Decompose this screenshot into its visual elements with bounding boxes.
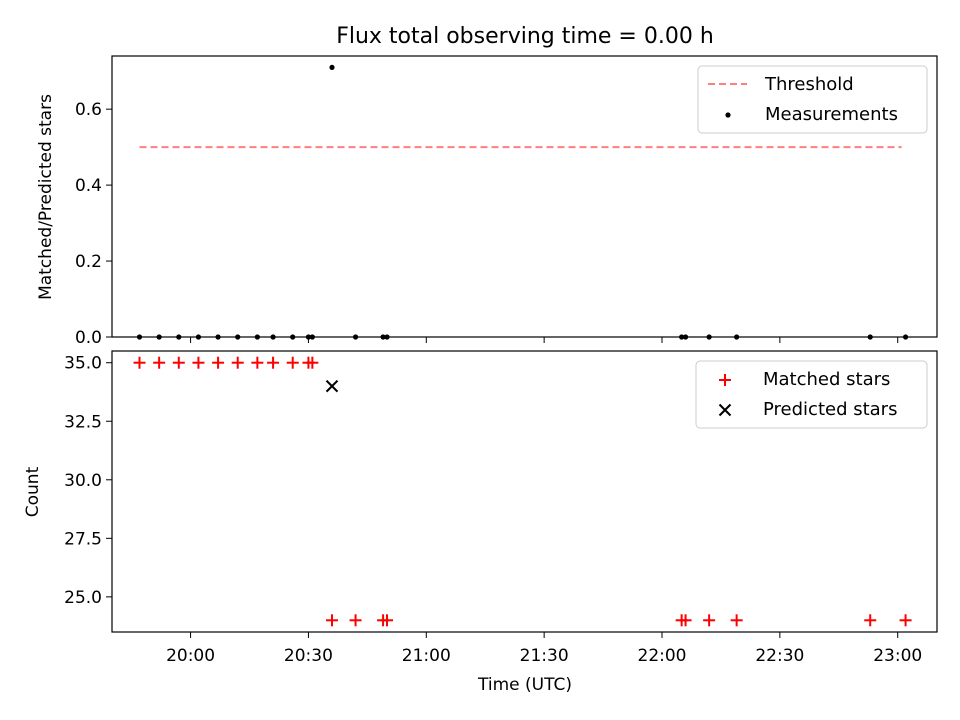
bottom-y-tick-label: 32.5: [64, 412, 102, 432]
top-plot-frame: [111, 55, 938, 338]
measurement-point: [384, 334, 390, 340]
legend-predicted-marker: [718, 403, 732, 417]
matched-star-point: [703, 614, 716, 627]
matched-star-point: [381, 614, 393, 627]
measurement-point: [706, 334, 712, 340]
measurement-point: [176, 334, 182, 340]
legend-predicted-label: Predicted stars: [763, 399, 897, 420]
bottom-y-tick-label: 27.5: [64, 529, 102, 549]
legend-matched-swatch: [719, 374, 731, 386]
matched-star-point: [349, 614, 362, 627]
measurement-point: [195, 334, 202, 340]
matched-star-point: [679, 614, 692, 627]
measurement-point: [270, 334, 276, 340]
top-y-tick-label: 0.4: [75, 176, 102, 196]
measurement-point: [254, 334, 260, 340]
bottom-legend: Matched stars Predicted stars: [695, 360, 928, 429]
top-y-tick-label: 0.6: [75, 100, 102, 120]
x-tick-label: 22:30: [755, 646, 804, 666]
measurement-point: [235, 334, 241, 340]
matched-star-point: [286, 356, 299, 369]
bottom-y-ticks: 25.0 27.5 30.0 32.5 35.0: [64, 354, 112, 608]
bottom-x-ticks: 20:00 20:30 21:00 21:30 22:00 22:30 23:00: [166, 632, 922, 666]
matched-star-point: [306, 356, 319, 369]
matched-star-point: [212, 356, 225, 369]
x-tick-label: 20:00: [166, 646, 215, 666]
measurement-point: [734, 334, 740, 340]
measurement-point: [867, 334, 873, 340]
bottom-panel: 25.0 27.5 30.0 32.5 35.0 20:00 20:30 21:00 21:3…: [23, 350, 938, 695]
bottom-y-axis-label: Count: [23, 466, 43, 517]
chart-title: Flux total observing time = 0.00 h: [336, 24, 714, 49]
legend-predicted-swatch: [718, 403, 732, 417]
matched-star-point: [326, 614, 338, 627]
x-tick-label: 21:00: [402, 646, 451, 666]
measurement-point: [352, 334, 359, 340]
legend-measurements-swatch: [725, 112, 731, 118]
x-tick-label: 23:00: [873, 646, 922, 666]
top-y-axis-label: Matched/Predicted stars: [36, 94, 56, 300]
legend-matched-marker: [719, 374, 731, 386]
legend-measurements-label: Measurements: [765, 104, 898, 125]
predicted-star-points: [325, 379, 339, 393]
measurement-point: [156, 334, 162, 340]
x-tick-label: 22:00: [638, 646, 687, 666]
top-y-tick-label: 0.2: [75, 252, 102, 272]
measurement-point: [290, 334, 296, 340]
legend-threshold-label: Threshold: [764, 74, 854, 95]
measurement-point: [215, 334, 221, 340]
measurement-point: [902, 334, 909, 340]
measurement-point: [380, 334, 386, 340]
top-legend: Threshold Measurements: [697, 65, 928, 134]
x-axis-label: Time (UTC): [477, 675, 572, 695]
legend-matched-label: Matched stars: [763, 369, 890, 390]
measurement-point: [136, 334, 143, 340]
top-x-ticks: [190, 337, 899, 343]
bottom-y-tick-label: 30.0: [64, 471, 102, 491]
matched-star-point: [899, 614, 912, 627]
matched-star-point: [153, 356, 166, 369]
matched-star-point: [267, 356, 280, 369]
matched-star-point: [133, 356, 146, 369]
matched-star-point: [251, 356, 264, 369]
x-tick-label: 21:30: [520, 646, 569, 666]
top-panel: 0.0 0.2 0.4 0.6 Matched/Predicted stars Thr…: [36, 55, 938, 348]
bottom-plot-frame: [111, 350, 938, 633]
measurement-points: [136, 64, 909, 340]
matched-star-point: [730, 614, 743, 627]
top-y-tick-label: 0.0: [75, 328, 102, 348]
bottom-y-tick-label: 25.0: [64, 588, 102, 608]
matched-star-point: [231, 356, 244, 369]
measurement-point: [309, 334, 315, 340]
bottom-y-tick-label: 35.0: [64, 354, 102, 374]
bottom-legend-frame: [695, 360, 928, 429]
matched-star-points: [133, 356, 912, 627]
matched-star-point: [172, 356, 185, 369]
matched-star-point: [864, 614, 877, 627]
measurement-point: [679, 334, 685, 340]
measurement-point: [305, 334, 312, 340]
predicted-star-point: [325, 379, 339, 393]
measurement-point: [682, 334, 689, 340]
measurement-point: [329, 64, 335, 70]
x-tick-label: 20:30: [284, 646, 333, 666]
matched-star-point: [192, 356, 205, 369]
top-legend-frame: [697, 65, 928, 134]
top-y-ticks: 0.0 0.2 0.4 0.6: [75, 100, 112, 348]
